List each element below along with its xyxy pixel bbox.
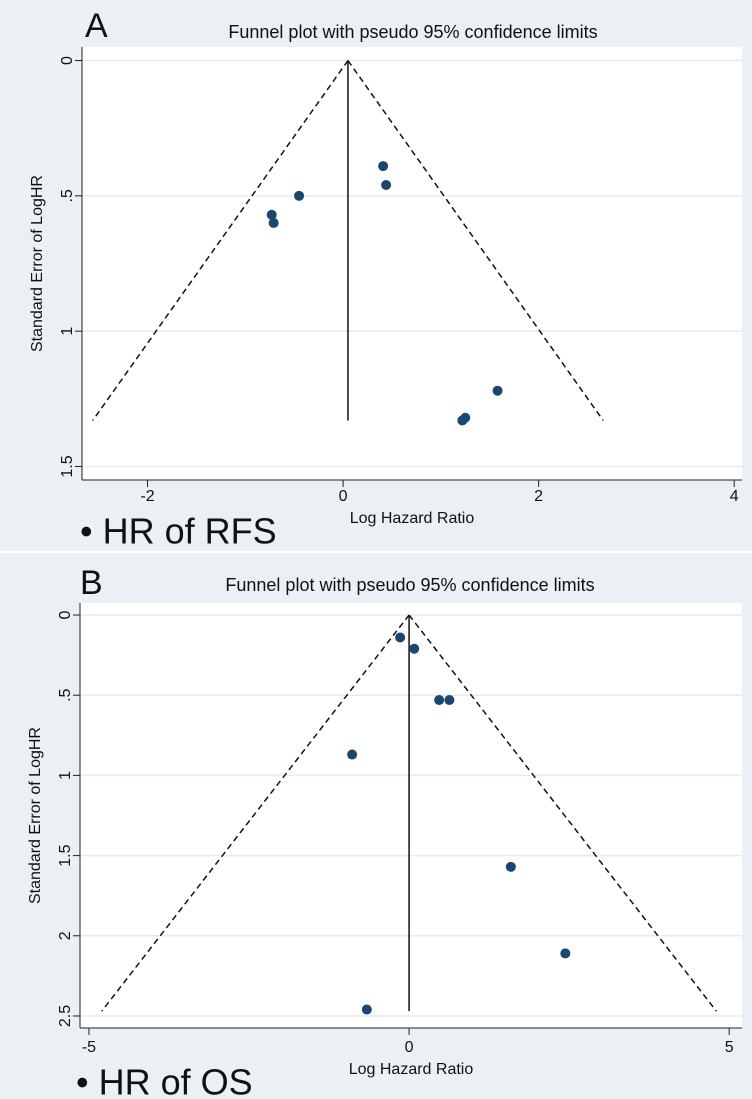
study-point [378, 161, 389, 172]
study-point [505, 861, 516, 872]
y-axis-label: Standard Error of LogHR [27, 727, 44, 904]
panel-label: B [80, 564, 103, 602]
y-tick-label: 1.5 [59, 455, 76, 477]
annotation: • HR of RFS [80, 511, 277, 552]
y-tick-label: 1 [57, 771, 74, 780]
study-point [294, 190, 305, 201]
x-tick-label: -5 [82, 1039, 96, 1056]
y-tick-label: 1 [59, 327, 76, 336]
study-point [434, 695, 445, 706]
study-point [381, 180, 392, 191]
y-tick-label: 2 [57, 931, 74, 940]
annotation: • HR of OS [76, 1062, 253, 1099]
x-axis-label: Log Hazard Ratio [349, 1061, 474, 1078]
study-point [347, 749, 358, 760]
plot-area [80, 603, 742, 1028]
y-tick-label: 0 [57, 610, 74, 619]
x-tick-label: -2 [140, 488, 154, 505]
funnel-lower [92, 60, 349, 421]
y-tick-label: .5 [59, 189, 76, 202]
study-point [492, 385, 503, 396]
study-point [361, 1004, 372, 1015]
y-tick-label: 1.5 [57, 844, 74, 866]
x-tick-label: 2 [534, 488, 543, 505]
x-tick-label: 0 [405, 1039, 414, 1056]
chart-title: Funnel plot with pseudo 95% confidence l… [225, 575, 594, 595]
y-tick-label: 0 [59, 56, 76, 65]
x-tick-label: 4 [730, 488, 739, 505]
funnel-lower [101, 614, 410, 1012]
study-point [395, 632, 406, 643]
x-axis-label: Log Hazard Ratio [350, 510, 475, 527]
y-tick-label: 2.5 [57, 1005, 74, 1027]
study-point [560, 948, 571, 959]
study-point [268, 217, 279, 228]
study-point [409, 643, 420, 654]
panel-label: A [85, 7, 108, 45]
x-tick-label: 0 [339, 488, 348, 505]
panel: 0 .5 1 1.5 -2 0 2 4 A Funnel plot with pseudo 95%… [0, 0, 752, 552]
study-point [266, 209, 277, 220]
y-tick-label: .5 [57, 688, 74, 701]
plot-area [82, 47, 742, 480]
study-point [457, 415, 468, 426]
panel: 0 .5 1 1.5 2 2.5 -5 0 5 B Funnel plot with pseudo … [0, 553, 752, 1099]
study-point [444, 695, 455, 706]
x-tick-label: 5 [725, 1039, 734, 1056]
chart-title: Funnel plot with pseudo 95% confidence l… [228, 22, 597, 42]
funnel-upper [347, 60, 604, 421]
y-axis-label: Standard Error of LogHR [29, 175, 46, 352]
funnel-upper [408, 614, 717, 1012]
